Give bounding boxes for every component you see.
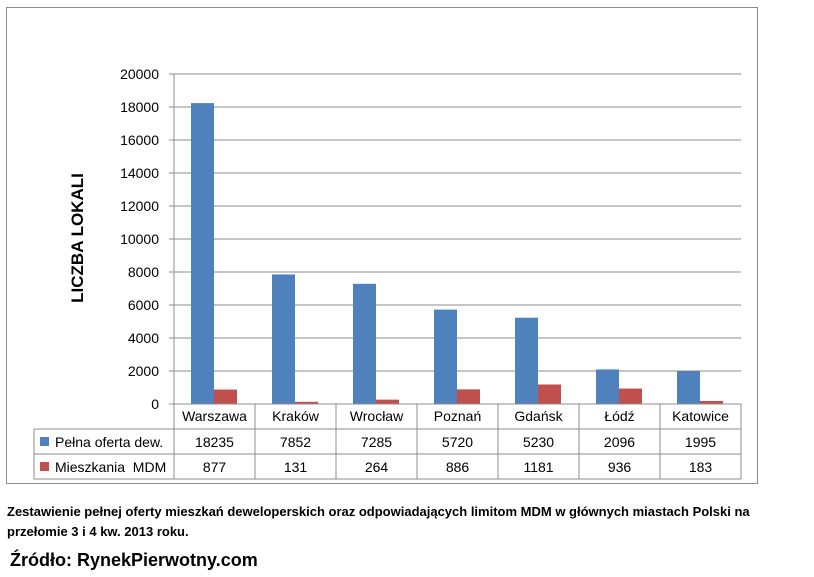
legend-label: Mieszkania MDM bbox=[55, 459, 166, 475]
bar-pelna-oferta bbox=[596, 369, 619, 404]
y-tick-label: 20000 bbox=[120, 66, 159, 82]
data-value: 886 bbox=[446, 459, 470, 475]
gridlines bbox=[174, 73, 741, 372]
y-tick-label: 14000 bbox=[120, 165, 159, 181]
y-tick-label: 0 bbox=[151, 396, 159, 412]
bar-pelna-oferta bbox=[434, 309, 457, 404]
source-label: Źródło: RynekPierwotny.com bbox=[10, 550, 258, 570]
data-value: 1995 bbox=[685, 434, 716, 450]
bar-pelna-oferta bbox=[677, 371, 700, 404]
y-tick-label: 4000 bbox=[128, 330, 159, 346]
bar-mdm bbox=[295, 401, 318, 404]
y-tick-label: 18000 bbox=[120, 99, 159, 115]
category-label: Łódź bbox=[604, 408, 634, 424]
bar-pelna-oferta bbox=[191, 103, 214, 404]
data-value: 877 bbox=[203, 459, 227, 475]
y-tick-label: 12000 bbox=[120, 198, 159, 214]
bar-chart: 0 2000 4000 6000 8000 10000 12000 14000 16000 180… bbox=[33, 66, 742, 480]
bar-pelna-oferta bbox=[272, 274, 295, 404]
category-label: Gdańsk bbox=[514, 408, 563, 424]
data-value: 7852 bbox=[280, 434, 311, 450]
data-value: 936 bbox=[608, 459, 632, 475]
bar-pelna-oferta bbox=[353, 283, 376, 404]
legend-swatch bbox=[40, 462, 49, 471]
bar-mdm bbox=[538, 384, 561, 404]
legend-swatch bbox=[40, 437, 49, 446]
figure-caption: Zestawienie pełnej oferty mieszkań dewel… bbox=[7, 504, 750, 539]
legend-label: Pełna oferta dew. bbox=[55, 434, 163, 450]
y-axis-title: LICZBA LOKALI bbox=[68, 173, 87, 303]
bar-mdm bbox=[214, 389, 237, 404]
data-value: 131 bbox=[284, 459, 308, 475]
category-label: Katowice bbox=[672, 408, 729, 424]
data-value: 7285 bbox=[361, 434, 392, 450]
y-tick-label: 10000 bbox=[120, 231, 159, 247]
data-value: 5720 bbox=[442, 434, 473, 450]
data-table: Warszawa Kraków Wrocław Poznań Gdańsk Łódź Kat… bbox=[33, 403, 742, 480]
data-value: 2096 bbox=[604, 434, 635, 450]
category-label: Kraków bbox=[272, 408, 320, 424]
data-value: 18235 bbox=[195, 434, 234, 450]
bar-mdm bbox=[700, 400, 723, 404]
data-value: 183 bbox=[689, 459, 713, 475]
bar-mdm bbox=[457, 389, 480, 404]
bar-mdm bbox=[376, 399, 399, 404]
y-tick-label: 16000 bbox=[120, 132, 159, 148]
category-label: Wrocław bbox=[350, 408, 404, 424]
axes: 0 2000 4000 6000 8000 10000 12000 14000 16000 180… bbox=[120, 66, 175, 412]
y-tick-label: 2000 bbox=[128, 363, 159, 379]
data-value: 264 bbox=[365, 459, 389, 475]
category-label: Poznań bbox=[434, 408, 481, 424]
y-tick-label: 8000 bbox=[128, 264, 159, 280]
bar-mdm bbox=[619, 388, 642, 404]
data-value: 1181 bbox=[523, 459, 553, 475]
y-tick-label: 6000 bbox=[128, 297, 159, 313]
bars bbox=[191, 103, 723, 404]
data-value: 5230 bbox=[523, 434, 554, 450]
bar-pelna-oferta bbox=[515, 317, 538, 404]
category-label: Warszawa bbox=[182, 408, 247, 424]
